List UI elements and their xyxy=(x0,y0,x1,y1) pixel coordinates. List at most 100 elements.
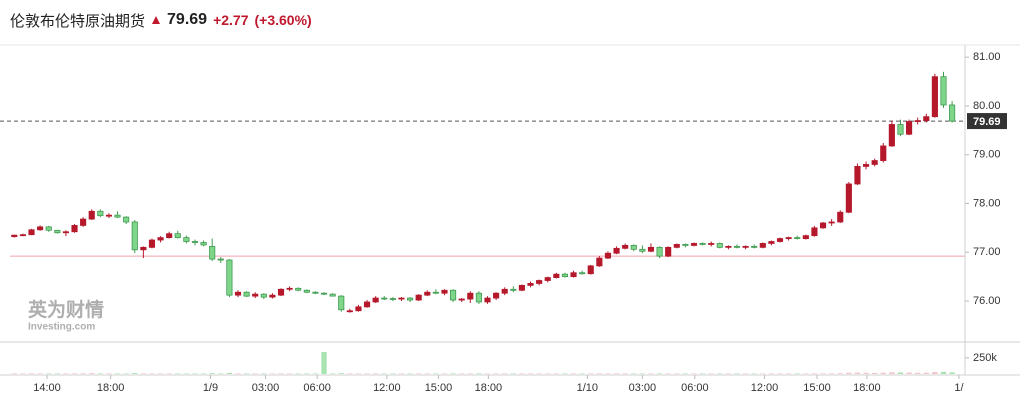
candle-body xyxy=(105,214,113,217)
volume-bar xyxy=(846,372,852,374)
candle-body xyxy=(931,76,938,118)
candle-body xyxy=(71,225,78,233)
volume-bar xyxy=(20,373,26,374)
volume-bar xyxy=(149,373,155,374)
candle-body xyxy=(682,244,689,246)
candle-body xyxy=(776,238,784,242)
volume-bar xyxy=(536,373,542,374)
candle-body xyxy=(407,297,414,301)
last-price-box xyxy=(967,113,1007,130)
candle-body xyxy=(510,288,517,291)
x-tick-label: 14:00 xyxy=(33,382,61,394)
volume-bar xyxy=(140,373,147,374)
volume-bar xyxy=(80,373,86,374)
candle-body xyxy=(45,226,52,231)
volume-bar xyxy=(278,373,284,374)
candle-body xyxy=(604,252,612,259)
y-tick-label: 79.00 xyxy=(973,149,1001,161)
volume-bar xyxy=(28,373,35,374)
volume-bar xyxy=(476,373,482,374)
volume-bar xyxy=(450,373,456,374)
candle-body xyxy=(673,244,680,248)
up-arrow xyxy=(152,16,161,24)
candle-body xyxy=(131,221,138,251)
volume-bar xyxy=(708,373,714,374)
candle-body xyxy=(716,243,723,248)
candle-body xyxy=(191,241,199,243)
candle-body xyxy=(458,298,465,301)
last-price-label: 79.69 xyxy=(973,116,1001,128)
candle-body xyxy=(665,246,672,257)
candle-body xyxy=(837,211,844,223)
candle-body xyxy=(37,226,44,231)
candle-body xyxy=(656,246,663,257)
candle-body xyxy=(123,216,130,223)
x-tick-label: 03:00 xyxy=(629,382,657,394)
volume-bar xyxy=(717,373,723,374)
candle-body xyxy=(871,160,878,165)
x-tick-label: 15:00 xyxy=(803,382,831,394)
volume-bar xyxy=(183,373,190,374)
volume-bar xyxy=(811,373,818,374)
volume-bar xyxy=(889,372,895,374)
candle-body xyxy=(845,183,852,213)
volume-bar xyxy=(940,371,947,374)
candle-body xyxy=(183,237,190,242)
y-tick-label: 81.00 xyxy=(973,51,1001,63)
x-tick-label: 18:00 xyxy=(97,382,125,394)
volume-bar xyxy=(157,373,164,374)
volume-bar xyxy=(132,373,138,374)
candle-body xyxy=(768,241,775,244)
volume-bar xyxy=(553,373,559,374)
candle-body xyxy=(277,288,285,296)
candle-body xyxy=(381,297,388,300)
candle-body xyxy=(355,306,362,312)
volume-bar xyxy=(682,373,689,374)
candle-body xyxy=(295,287,302,291)
candle-body xyxy=(493,292,500,299)
candle-body xyxy=(484,297,491,303)
volume-bar xyxy=(527,373,534,374)
volume-bar xyxy=(562,373,568,374)
candle-body xyxy=(940,76,947,106)
candle-body xyxy=(450,289,457,301)
volume-bar xyxy=(433,373,439,374)
candle-body xyxy=(725,245,732,248)
candle-body xyxy=(148,239,156,248)
volume-bar xyxy=(63,373,69,374)
volume-bar xyxy=(932,372,938,374)
volume-bar xyxy=(218,373,224,374)
volume-bar xyxy=(777,373,783,374)
volume-bar xyxy=(347,373,353,374)
candle-body xyxy=(527,283,534,286)
candle-body xyxy=(140,246,147,251)
volume-bar xyxy=(459,373,465,374)
candle-body xyxy=(536,280,543,284)
candle-body xyxy=(914,120,921,122)
volume-bar xyxy=(665,373,671,374)
x-tick-label: 15:00 xyxy=(425,382,453,394)
volume-bar xyxy=(674,373,680,374)
candle-body xyxy=(888,124,895,147)
candle-body xyxy=(570,272,577,278)
candle-body xyxy=(19,234,26,237)
volume-bar xyxy=(235,373,241,374)
candle-body xyxy=(338,295,345,311)
candle-body xyxy=(243,291,250,297)
candle-body xyxy=(320,292,328,295)
x-tick-label: 06:00 xyxy=(303,382,331,394)
candle-body xyxy=(209,245,216,260)
volume-bar xyxy=(699,373,706,374)
candle-body xyxy=(897,124,904,135)
candle-body xyxy=(630,245,637,250)
candle-body xyxy=(699,243,706,245)
candle-body xyxy=(596,257,603,267)
candle-body xyxy=(708,243,715,245)
x-tick-label: 1/9 xyxy=(203,382,218,394)
volume-bar xyxy=(338,373,344,374)
volume-bar xyxy=(605,373,611,374)
candle-body xyxy=(174,233,181,239)
volume-bar xyxy=(226,372,233,374)
volume-bar xyxy=(54,373,60,374)
